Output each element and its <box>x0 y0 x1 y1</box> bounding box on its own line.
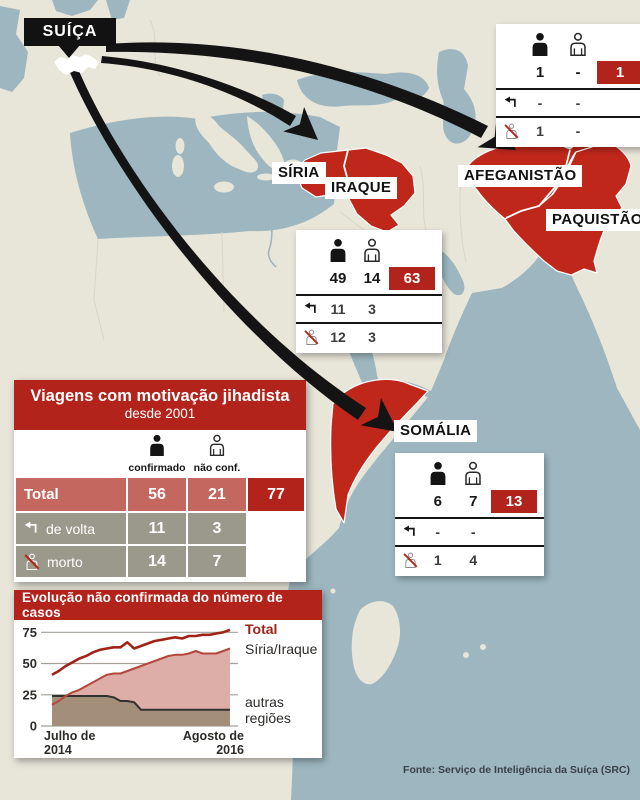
summary-header: Viagens com motivação jihadista desde 20… <box>14 380 306 430</box>
returned-confirmed: 11 <box>128 513 186 544</box>
label-iraque: IRAQUE <box>325 177 398 199</box>
series-label-total: Total <box>245 621 278 637</box>
returned-unconfirmed: - <box>575 95 581 111</box>
confirmed-count: 6 <box>433 492 442 510</box>
origin-pointer <box>58 45 80 58</box>
unconfirmed-count: - <box>575 63 581 81</box>
dead-confirmed: 1 <box>536 123 544 139</box>
chart-title: Evolução não confirmada do número de cas… <box>14 590 322 620</box>
confirmed-person-icon <box>427 461 449 485</box>
svg-text:50: 50 <box>23 656 37 671</box>
total-overall: 77 <box>248 478 304 511</box>
svg-text:25: 25 <box>23 687 37 702</box>
stats-afeganistao-paquistao: 1 - 1 - - 1 - <box>496 24 640 147</box>
source-credit: Fonte: Serviço de Inteligência da Suíça … <box>403 764 630 776</box>
returned-confirmed: - <box>537 95 543 111</box>
stats-somalia: 6 7 13 - - 1 4 <box>395 453 544 576</box>
dead-icon <box>403 552 418 568</box>
country-suica <box>54 54 99 75</box>
row-label: morto <box>47 553 83 570</box>
unconfirmed-person-icon <box>462 461 484 485</box>
dead-confirmed: 14 <box>128 546 186 577</box>
unconfirmed-person-icon <box>361 238 383 262</box>
label-somalia: SOMÁLIA <box>394 420 478 442</box>
divider <box>296 294 442 296</box>
summary-panel: Viagens com motivação jihadista desde 20… <box>14 380 306 582</box>
dead-confirmed: 12 <box>330 329 346 345</box>
summary-subtitle: desde 2001 <box>124 406 196 421</box>
arrowhead-siria <box>283 107 318 140</box>
label-siria: SÍRIA <box>272 162 326 184</box>
summary-title: Viagens com motivação jihadista <box>30 387 290 405</box>
dead-unconfirmed: - <box>575 123 581 139</box>
unconfirmed-count: 14 <box>363 269 381 287</box>
total-count: 63 <box>389 266 435 290</box>
total-unconfirmed: 21 <box>188 478 246 511</box>
total-count: 13 <box>491 489 537 513</box>
returned-icon <box>504 96 518 110</box>
returned-unconfirmed: - <box>470 524 476 540</box>
unconfirmed-column-label: não conf. <box>193 462 241 474</box>
arrowhead-somalia <box>360 398 398 432</box>
total-confirmed: 56 <box>128 478 186 511</box>
series-label-outras-regioes: autras regiões <box>245 694 291 726</box>
country-paquistao <box>504 136 632 276</box>
table-row-returned: de volta 11 3 <box>14 513 306 544</box>
row-label: de volta <box>46 520 96 537</box>
svg-text:0: 0 <box>30 719 37 733</box>
dead-icon <box>504 123 519 139</box>
divider <box>296 322 442 324</box>
returned-confirmed: - <box>435 524 441 540</box>
stats-siria-iraque: 49 14 63 11 3 12 3 <box>296 230 442 353</box>
dead-unconfirmed: 4 <box>469 552 478 568</box>
returned-icon <box>304 302 318 316</box>
confirmed-person-icon <box>529 32 551 56</box>
dead-unconfirmed: 3 <box>368 329 376 345</box>
confirmed-person-icon <box>327 238 349 262</box>
table-row-total: Total 56 21 77 <box>14 478 306 511</box>
unconfirmed-person-icon <box>207 434 227 456</box>
evolution-chart-svg: 0 25 50 75 <box>23 625 238 733</box>
x-axis-end-label: Agosto de 2016 <box>182 729 244 757</box>
svg-text:75: 75 <box>23 625 37 640</box>
returned-icon <box>24 521 39 536</box>
confirmed-person-icon <box>147 434 167 456</box>
origin-label-suica: SUÍÇA <box>24 18 116 46</box>
arrow-to-siria <box>101 56 296 126</box>
arrow-to-afeganistao <box>106 42 488 138</box>
dead-icon <box>24 553 40 570</box>
column-legend: confirmado não conf. <box>14 430 306 476</box>
dead-icon <box>304 329 319 345</box>
returned-confirmed: 11 <box>330 301 346 317</box>
unconfirmed-count: 7 <box>469 492 478 510</box>
returned-icon <box>403 525 417 539</box>
divider <box>496 116 640 118</box>
evolution-chart-panel: Evolução não confirmada do número de cas… <box>14 590 322 758</box>
x-axis-start-label: Julho de 2014 <box>44 729 96 757</box>
returned-unconfirmed: 3 <box>368 301 376 317</box>
peninsulas-islands <box>172 114 486 685</box>
divider <box>395 545 544 547</box>
total-count: 1 <box>597 60 640 84</box>
label-paquistao: PAQUISTÃO <box>546 209 640 231</box>
confirmed-count: 1 <box>535 63 545 81</box>
confirmed-count: 49 <box>329 269 347 287</box>
row-label: Total <box>16 478 126 511</box>
divider <box>496 88 640 90</box>
confirmed-column-label: confirmado <box>128 462 186 474</box>
series-label-siria-iraque: Síria/Iraque <box>245 641 318 657</box>
label-afeganistao: AFEGANISTÃO <box>458 165 583 187</box>
returned-unconfirmed: 3 <box>188 513 246 544</box>
divider <box>395 517 544 519</box>
unconfirmed-person-icon <box>567 32 589 56</box>
table-row-dead: morto 14 7 <box>14 546 306 577</box>
dead-confirmed: 1 <box>433 552 442 568</box>
nile-river <box>266 203 277 268</box>
dead-unconfirmed: 7 <box>188 546 246 577</box>
